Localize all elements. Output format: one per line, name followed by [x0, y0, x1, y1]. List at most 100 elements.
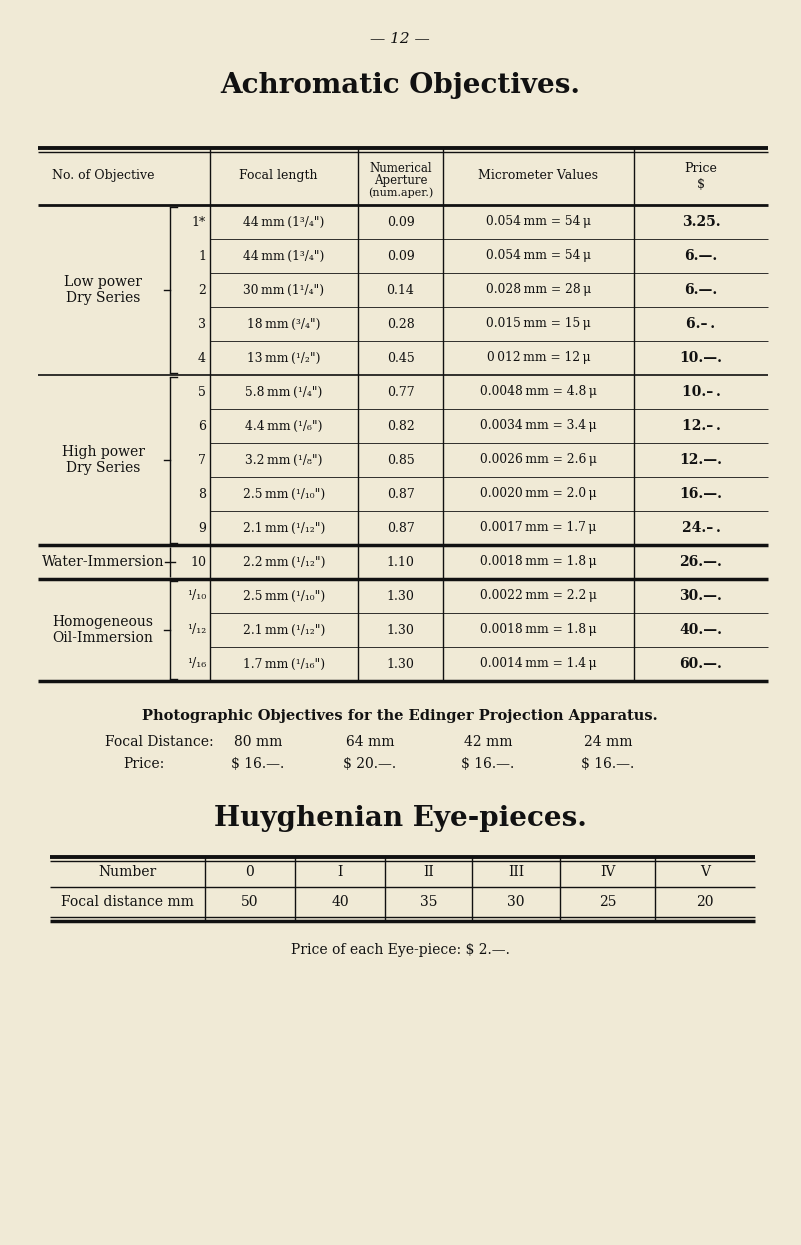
Text: Focal Distance:: Focal Distance:: [105, 735, 214, 749]
Text: 12.– .: 12.– .: [682, 420, 720, 433]
Text: 44 mm (1³/₄"): 44 mm (1³/₄"): [244, 249, 324, 263]
Text: 4.4 mm (¹/₆"): 4.4 mm (¹/₆"): [245, 420, 323, 432]
Text: 1.30: 1.30: [387, 589, 414, 603]
Text: Price:: Price:: [123, 757, 164, 771]
Text: Dry Series: Dry Series: [66, 291, 140, 305]
Text: 50: 50: [241, 895, 259, 909]
Text: 25: 25: [599, 895, 616, 909]
Text: 1.30: 1.30: [387, 657, 414, 671]
Text: 0.09: 0.09: [387, 249, 414, 263]
Text: 30: 30: [507, 895, 525, 909]
Text: 40.—.: 40.—.: [679, 622, 723, 637]
Text: 1.7 mm (¹/₁₆"): 1.7 mm (¹/₁₆"): [243, 657, 325, 671]
Text: Focal distance mm: Focal distance mm: [61, 895, 194, 909]
Text: II: II: [423, 865, 434, 879]
Text: Dry Series: Dry Series: [66, 461, 140, 476]
Text: $ 16.—.: $ 16.—.: [461, 757, 514, 771]
Text: 35: 35: [420, 895, 437, 909]
Text: 60.—.: 60.—.: [679, 657, 723, 671]
Text: (num.aper.): (num.aper.): [368, 187, 433, 198]
Text: 40: 40: [331, 895, 348, 909]
Text: IV: IV: [600, 865, 615, 879]
Text: 3.2 mm (¹/₈"): 3.2 mm (¹/₈"): [245, 453, 323, 467]
Text: 6.– .: 6.– .: [686, 317, 715, 331]
Text: 80 mm: 80 mm: [234, 735, 282, 749]
Text: 0.0014 mm = 1.4 μ: 0.0014 mm = 1.4 μ: [480, 657, 597, 671]
Text: 0.0017 mm = 1.7 μ: 0.0017 mm = 1.7 μ: [481, 522, 597, 534]
Text: 2.1 mm (¹/₁₂"): 2.1 mm (¹/₁₂"): [243, 624, 325, 636]
Text: ¹/₁₆: ¹/₁₆: [187, 657, 206, 671]
Text: 0: 0: [246, 865, 255, 879]
Text: ¹/₁₂: ¹/₁₂: [187, 624, 206, 636]
Text: — 12 —: — 12 —: [370, 32, 430, 46]
Text: 1*: 1*: [191, 215, 206, 229]
Text: 10.—.: 10.—.: [679, 351, 723, 365]
Text: 30 mm (1¹/₄"): 30 mm (1¹/₄"): [244, 284, 324, 296]
Text: ¹/₁₀: ¹/₁₀: [187, 589, 206, 603]
Text: 3.25.: 3.25.: [682, 215, 720, 229]
Text: 10: 10: [190, 555, 206, 569]
Text: 0.0020 mm = 2.0 μ: 0.0020 mm = 2.0 μ: [480, 488, 597, 500]
Text: 2.5 mm (¹/₁₀"): 2.5 mm (¹/₁₀"): [243, 488, 325, 500]
Text: Huyghenian Eye-pieces.: Huyghenian Eye-pieces.: [214, 806, 586, 832]
Text: 2: 2: [198, 284, 206, 296]
Text: V: V: [700, 865, 710, 879]
Text: No. of Objective: No. of Objective: [52, 169, 155, 182]
Text: 0 012 mm = 12 μ: 0 012 mm = 12 μ: [487, 351, 590, 365]
Text: Number: Number: [99, 865, 157, 879]
Text: 9: 9: [198, 522, 206, 534]
Text: 6.—.: 6.—.: [684, 283, 718, 298]
Text: 12.—.: 12.—.: [679, 453, 723, 467]
Text: 0.0048 mm = 4.8 μ: 0.0048 mm = 4.8 μ: [480, 386, 597, 398]
Text: Price: Price: [685, 162, 718, 176]
Text: 0.82: 0.82: [387, 420, 414, 432]
Text: 0.0026 mm = 2.6 μ: 0.0026 mm = 2.6 μ: [480, 453, 597, 467]
Text: 0.14: 0.14: [387, 284, 414, 296]
Text: I: I: [337, 865, 343, 879]
Text: Numerical: Numerical: [369, 162, 432, 176]
Text: 0.77: 0.77: [387, 386, 414, 398]
Text: 0.0018 mm = 1.8 μ: 0.0018 mm = 1.8 μ: [480, 555, 597, 569]
Text: Aperture: Aperture: [374, 174, 427, 187]
Text: 26.—.: 26.—.: [679, 555, 723, 569]
Text: 2.5 mm (¹/₁₀"): 2.5 mm (¹/₁₀"): [243, 589, 325, 603]
Text: 24 mm: 24 mm: [584, 735, 632, 749]
Text: 2.1 mm (¹/₁₂"): 2.1 mm (¹/₁₂"): [243, 522, 325, 534]
Text: 0.85: 0.85: [387, 453, 414, 467]
Text: $ 16.—.: $ 16.—.: [231, 757, 284, 771]
Text: 1.30: 1.30: [387, 624, 414, 636]
Text: III: III: [508, 865, 524, 879]
Text: 8: 8: [198, 488, 206, 500]
Text: 0.054 mm = 54 μ: 0.054 mm = 54 μ: [486, 249, 591, 263]
Text: 5: 5: [198, 386, 206, 398]
Text: 1: 1: [198, 249, 206, 263]
Text: Homogeneous: Homogeneous: [53, 615, 154, 629]
Text: 20: 20: [696, 895, 714, 909]
Text: 64 mm: 64 mm: [346, 735, 394, 749]
Text: 2.2 mm (¹/₁₂"): 2.2 mm (¹/₁₂"): [243, 555, 325, 569]
Text: 6: 6: [198, 420, 206, 432]
Text: 5.8 mm (¹/₄"): 5.8 mm (¹/₄"): [245, 386, 323, 398]
Text: $: $: [697, 178, 705, 190]
Text: 42 mm: 42 mm: [464, 735, 513, 749]
Text: 44 mm (1³/₄"): 44 mm (1³/₄"): [244, 215, 324, 229]
Text: 0.0022 mm = 2.2 μ: 0.0022 mm = 2.2 μ: [480, 589, 597, 603]
Text: 0.015 mm = 15 μ: 0.015 mm = 15 μ: [486, 317, 591, 330]
Text: 16.—.: 16.—.: [679, 487, 723, 500]
Text: 0.09: 0.09: [387, 215, 414, 229]
Text: 0.45: 0.45: [387, 351, 414, 365]
Text: High power: High power: [62, 444, 144, 459]
Text: 4: 4: [198, 351, 206, 365]
Text: 6.—.: 6.—.: [684, 249, 718, 263]
Text: 30.—.: 30.—.: [679, 589, 723, 603]
Text: 0.28: 0.28: [387, 317, 414, 330]
Text: 1.10: 1.10: [387, 555, 414, 569]
Text: 0.87: 0.87: [387, 522, 414, 534]
Text: $ 20.—.: $ 20.—.: [344, 757, 396, 771]
Text: $ 16.—.: $ 16.—.: [582, 757, 634, 771]
Text: 7: 7: [198, 453, 206, 467]
Text: 0.054 mm = 54 μ: 0.054 mm = 54 μ: [486, 215, 591, 229]
Text: 18 mm (³/₄"): 18 mm (³/₄"): [248, 317, 320, 330]
Text: Achromatic Objectives.: Achromatic Objectives.: [220, 72, 580, 100]
Text: Low power: Low power: [64, 275, 142, 289]
